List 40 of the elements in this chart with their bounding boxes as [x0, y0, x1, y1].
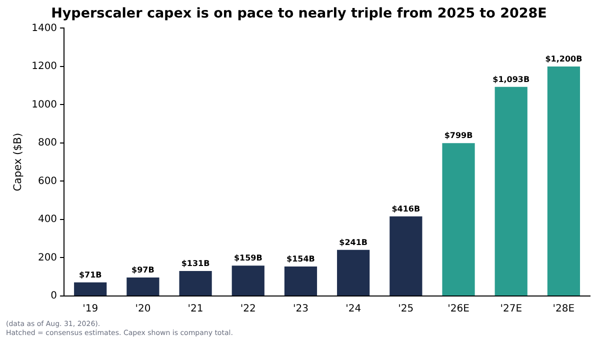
x-tick-label: '20 — [135, 304, 151, 315]
data-label: $159B — [234, 254, 262, 263]
data-label: $1,093B — [492, 75, 530, 84]
y-tick-label: 1400 — [32, 22, 58, 34]
bar — [337, 250, 370, 296]
bar — [74, 282, 107, 296]
bar — [179, 270, 212, 296]
bar — [232, 266, 264, 296]
data-label: $799B — [444, 131, 473, 140]
data-label: $71B — [78, 270, 102, 280]
y-tick-label: 1000 — [32, 99, 58, 110]
x-tick-label: '27E — [500, 304, 522, 315]
y-tick-label: 400 — [38, 214, 58, 226]
y-tick-label: 200 — [38, 252, 58, 264]
data-label: $1,200B — [545, 54, 582, 64]
y-tick-label: 800 — [38, 138, 58, 149]
data-label: $131B — [181, 259, 210, 268]
x-tick-label: '23 — [292, 304, 308, 315]
y-tick-label: 600 — [38, 176, 58, 187]
x-tick-label: '24 — [346, 304, 362, 315]
chart-title: Hyperscaler capex is on pace to nearly triple from 2025 to 2028E — [51, 6, 547, 22]
x-tick-label: '22 — [240, 304, 256, 315]
y-tick-label: 0 — [50, 290, 58, 302]
data-label: $241B — [339, 238, 368, 247]
bar — [494, 86, 528, 296]
x-tick-label: '28E — [552, 304, 575, 315]
bar — [547, 66, 580, 296]
x-tick-label: '25 — [398, 304, 414, 315]
bar — [442, 143, 475, 296]
bar — [284, 266, 318, 296]
y-tick-label: 1200 — [32, 61, 58, 72]
x-tick-label: '26E — [448, 304, 470, 315]
data-label: $97B — [132, 266, 154, 275]
bar — [126, 277, 160, 296]
y-axis-title: Capex ($B) — [12, 132, 24, 192]
data-label: $416B — [392, 204, 420, 214]
bar — [390, 216, 422, 296]
x-tick-label: '19 — [82, 304, 98, 315]
data-label: $154B — [286, 254, 315, 264]
x-tick-label: '21 — [188, 304, 204, 315]
